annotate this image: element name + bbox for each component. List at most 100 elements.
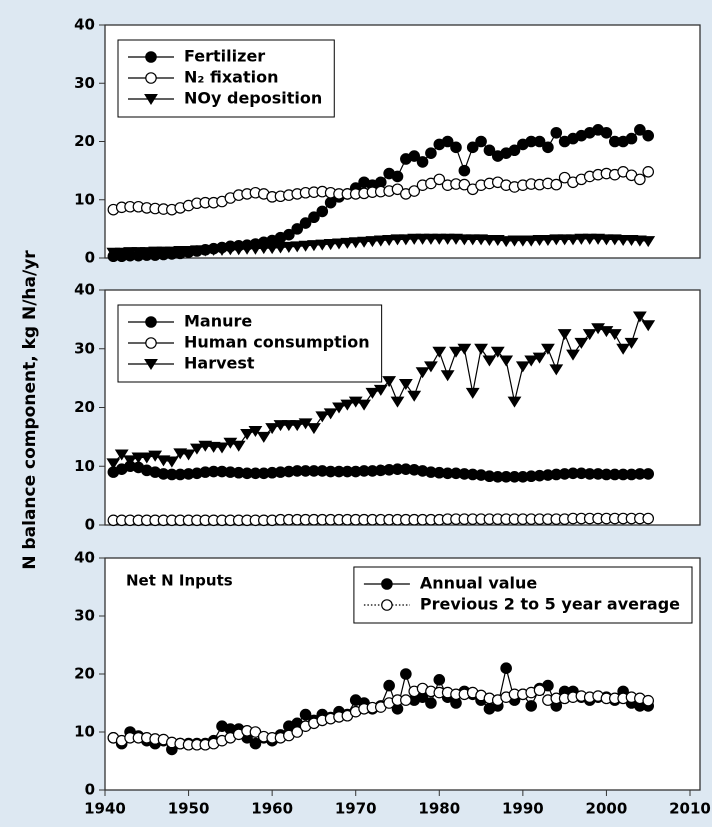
marker (365, 387, 380, 399)
marker (408, 150, 421, 162)
marker (432, 346, 447, 358)
marker (323, 239, 338, 251)
y-tick-label: 10 (74, 723, 95, 741)
marker (340, 237, 355, 249)
marker (532, 234, 547, 246)
legend-marker (145, 51, 157, 63)
marker (499, 236, 514, 248)
marker (273, 420, 288, 432)
y-tick-label: 30 (74, 339, 95, 357)
marker (256, 243, 271, 255)
marker (291, 726, 304, 738)
marker (483, 144, 496, 157)
marker (357, 399, 371, 411)
marker (557, 329, 572, 341)
marker (582, 329, 597, 341)
marker (390, 234, 405, 246)
marker (181, 246, 196, 258)
marker (173, 246, 188, 258)
marker (574, 233, 589, 245)
marker (424, 361, 438, 373)
marker (215, 442, 229, 454)
marker (457, 234, 472, 246)
marker (634, 124, 646, 136)
marker (114, 247, 129, 259)
marker (348, 237, 363, 249)
marker (365, 236, 380, 248)
marker (390, 396, 405, 408)
marker (373, 235, 388, 247)
marker (616, 343, 631, 355)
marker (357, 236, 371, 248)
x-tick-label: 2000 (586, 800, 628, 818)
marker (148, 246, 163, 258)
marker (215, 244, 229, 256)
marker (290, 241, 305, 253)
marker (307, 240, 321, 252)
marker (566, 349, 580, 361)
marker (533, 135, 546, 148)
marker (642, 129, 655, 142)
legend-marker (145, 337, 157, 349)
y-axis-label: N balance component, kg N/ha/yr (20, 250, 40, 570)
legend-marker (381, 578, 393, 590)
marker (542, 141, 554, 154)
marker (123, 455, 137, 467)
marker (190, 443, 204, 455)
legend-marker (381, 599, 393, 611)
marker (190, 245, 204, 257)
legend-label: Fertilizer (184, 47, 265, 66)
marker (407, 233, 422, 245)
marker (533, 684, 546, 697)
y-tick-label: 20 (74, 398, 95, 416)
marker (482, 234, 497, 246)
annotation: Net N Inputs (126, 572, 233, 590)
marker (248, 243, 263, 255)
marker (600, 126, 613, 139)
marker (634, 173, 646, 186)
marker (164, 246, 179, 258)
marker (398, 234, 413, 246)
legend-label: NOy deposition (184, 89, 322, 108)
marker (465, 234, 480, 246)
legend-label: Harvest (184, 354, 255, 373)
x-tick-label: 1970 (335, 800, 377, 818)
legend-label: Annual value (420, 574, 538, 593)
legend-marker (144, 359, 158, 371)
marker (433, 173, 446, 186)
marker (532, 352, 547, 364)
marker (123, 247, 137, 259)
marker (457, 343, 472, 355)
marker (307, 423, 321, 435)
x-tick-label: 2010 (669, 800, 711, 818)
marker (449, 346, 463, 358)
legend: Annual value Previous 2 to 5 year average (353, 566, 693, 624)
marker (332, 402, 346, 414)
y-tick-label: 10 (74, 457, 95, 475)
y-tick-label: 10 (74, 190, 95, 208)
x-tick-label: 1960 (251, 800, 293, 818)
marker (114, 449, 129, 461)
marker (382, 234, 397, 246)
legend-label: N₂ fixation (184, 68, 278, 87)
marker (206, 244, 221, 256)
marker (256, 431, 271, 443)
marker (499, 355, 514, 367)
marker (500, 662, 512, 674)
legend: Manure Human consumption Harvest (117, 304, 383, 383)
marker (524, 355, 539, 367)
marker (231, 244, 246, 256)
marker (432, 233, 447, 245)
marker (383, 679, 395, 692)
y-tick-label: 40 (74, 281, 95, 299)
y-tick-label: 30 (74, 74, 95, 92)
marker (265, 423, 280, 435)
marker (566, 234, 580, 246)
marker (549, 234, 564, 246)
marker (164, 456, 179, 468)
y-tick-label: 0 (85, 516, 95, 534)
marker (398, 379, 413, 391)
marker (249, 737, 262, 750)
marker (415, 233, 430, 245)
